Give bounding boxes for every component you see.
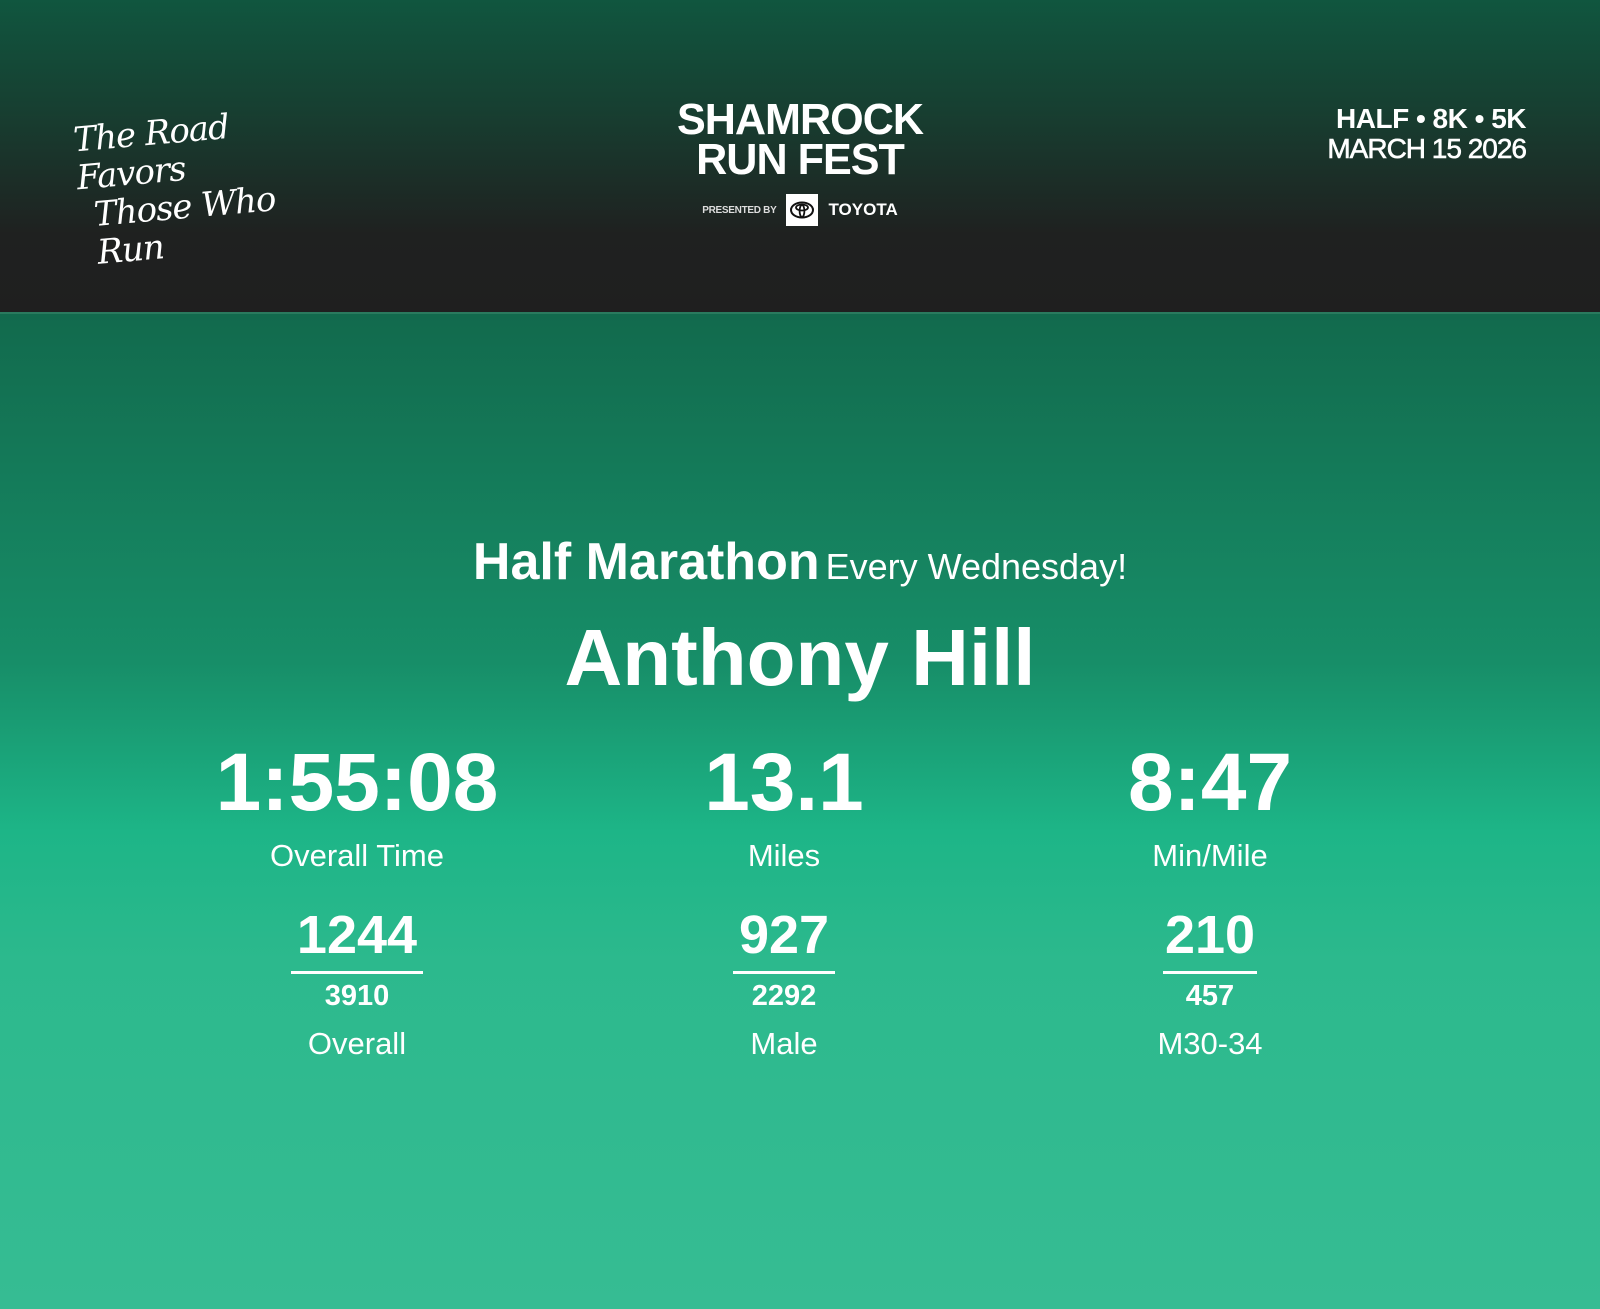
event-info: HALF • 8K • 5K MARCH 15 2026 [1327, 103, 1527, 164]
result-panel [0, 314, 1600, 1309]
stat-label: Min/Mile [1152, 838, 1268, 873]
header-banner: The Road Favors Those Who Run SHAMROCK R… [0, 0, 1600, 314]
stat-value: 8:47 [1127, 737, 1293, 828]
stat-column-pace: 8:47 Min/Mile 210 457 M30-34 [1000, 0, 1420, 1309]
sponsor-name: TOYOTA [828, 200, 898, 219]
presented-by-label: PRESENTED BY [702, 204, 777, 216]
race-subtitle: Every Wednesday! [825, 546, 1128, 587]
place-category: Male [750, 1026, 818, 1061]
place-total: 3910 [324, 980, 390, 1012]
stat-label: Overall Time [270, 838, 444, 873]
sponsor-block: PRESENTED BY TOYOTA [600, 194, 1000, 226]
place-category: M30-34 [1157, 1026, 1263, 1061]
toyota-logo-icon [786, 194, 819, 226]
logo-title-line-1: SHAMROCK [676, 95, 924, 144]
place-total: 2292 [751, 980, 817, 1012]
race-heading: Half Marathon Every Wednesday! [0, 532, 1600, 592]
race-name: Half Marathon [472, 533, 820, 591]
fraction-divider [733, 971, 835, 974]
place-total: 457 [1185, 980, 1235, 1012]
stat-value: 1:55:08 [215, 737, 499, 828]
event-date: MARCH 15 2026 [1327, 133, 1527, 164]
place-value: 210 [1164, 905, 1256, 965]
place-category: Overall [307, 1026, 407, 1061]
fraction-divider [1163, 971, 1257, 974]
event-logo: SHAMROCK RUN FEST PRESENTED BY TOYOTA [600, 95, 1000, 226]
fraction-divider [291, 971, 423, 974]
runner-name: Anthony Hill [564, 613, 1036, 702]
stat-value: 13.1 [704, 737, 864, 828]
place-value: 1244 [296, 905, 418, 965]
stat-column-distance: 13.1 Miles 927 2292 Male [574, 0, 994, 1309]
logo-title-line-2: RUN FEST [696, 135, 905, 184]
stat-column-time: 1:55:08 Overall Time 1244 3910 Overall [147, 0, 567, 1309]
stat-label: Miles [747, 838, 821, 873]
place-value: 927 [738, 905, 830, 965]
event-distances: HALF • 8K • 5K [1336, 103, 1526, 134]
